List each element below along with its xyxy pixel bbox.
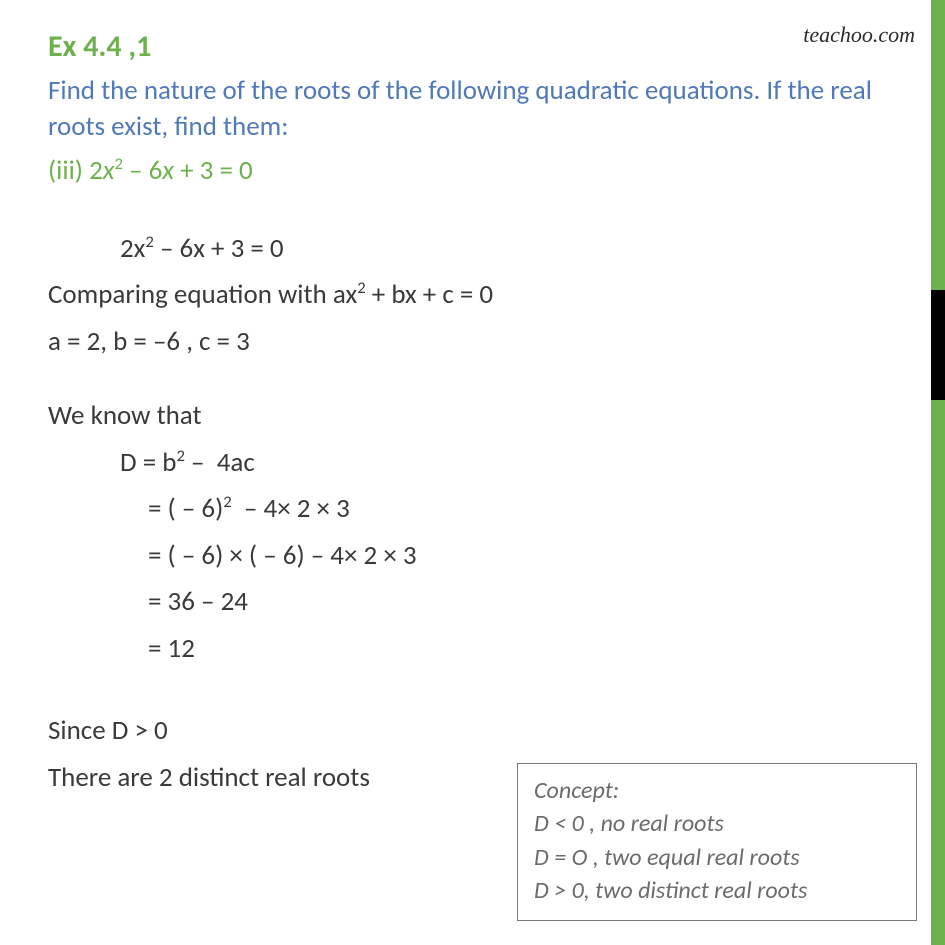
right-accent-bar bbox=[931, 0, 945, 945]
concept-line-3: D > 0, two distinct real roots bbox=[534, 874, 900, 908]
since-line: Since D > 0 bbox=[48, 711, 877, 752]
exercise-label: Ex 4.4 ,1 bbox=[48, 28, 877, 65]
concept-line-1: D < 0 , no real roots bbox=[534, 807, 900, 841]
compare-line: Comparing equation with ax2 + bx + c = 0 bbox=[48, 275, 877, 316]
right-accent-bar-dark bbox=[931, 290, 945, 400]
concept-line-2: D = O , two equal real roots bbox=[534, 841, 900, 875]
concept-title: Concept: bbox=[534, 774, 900, 808]
equation-restate: 2x2 – 6x + 3 = 0 bbox=[48, 229, 877, 270]
coefficients: a = 2, b = –6 , c = 3 bbox=[48, 322, 877, 363]
question-text: Find the nature of the roots of the foll… bbox=[48, 73, 877, 146]
discriminant-step3: = 36 – 24 bbox=[48, 582, 877, 623]
we-know: We know that bbox=[48, 396, 877, 437]
concept-box: Concept: D < 0 , no real roots D = O , t… bbox=[517, 763, 917, 921]
subpart-label: (iii) 2x2 – 6x + 3 = 0 bbox=[48, 154, 877, 187]
discriminant-step1: = ( – 6)2 – 4× 2 × 3 bbox=[48, 489, 877, 530]
page-content: Ex 4.4 ,1 Find the nature of the roots o… bbox=[0, 0, 925, 832]
discriminant-step2: = ( – 6) × ( – 6) – 4× 2 × 3 bbox=[48, 536, 877, 577]
discriminant-formula: D = b2 – 4ac bbox=[48, 443, 877, 484]
discriminant-step4: = 12 bbox=[48, 629, 877, 670]
watermark: teachoo.com bbox=[803, 22, 915, 48]
